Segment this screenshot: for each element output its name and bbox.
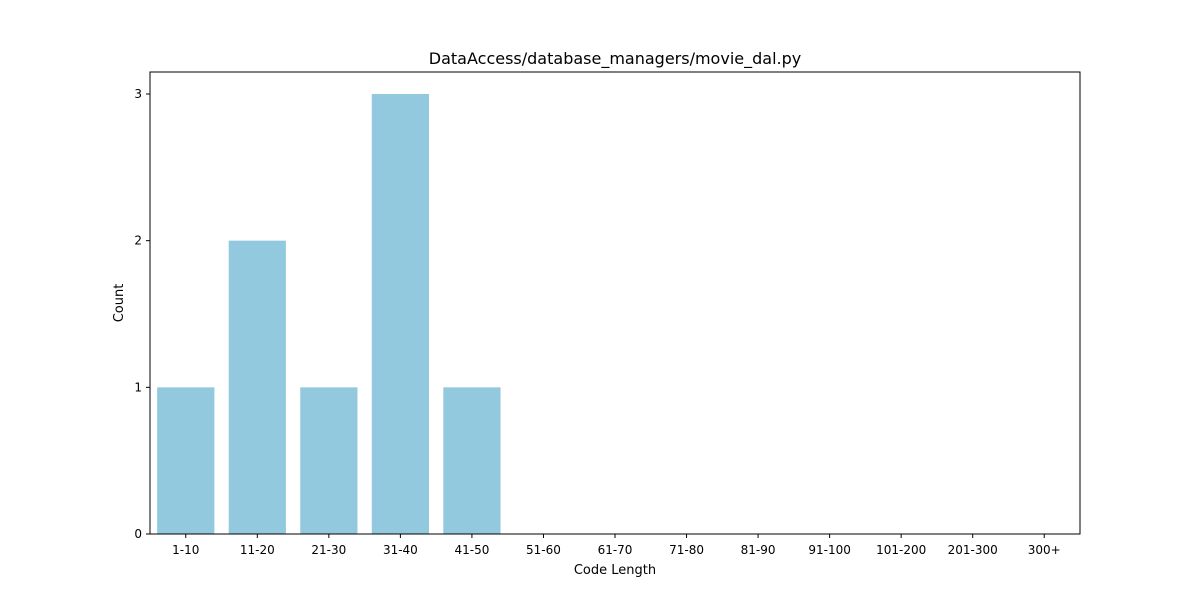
- x-tick-label: 101-200: [876, 543, 926, 557]
- x-tick-label: 61-70: [598, 543, 633, 557]
- x-tick-label: 51-60: [526, 543, 561, 557]
- plot-frame: [149, 71, 1081, 535]
- y-tick-label: 0: [134, 527, 142, 541]
- x-tick-label: 31-40: [383, 543, 418, 557]
- bar-41-50: [443, 387, 501, 534]
- x-tick-label: 41-50: [454, 543, 489, 557]
- bar-1-10: [157, 387, 215, 534]
- x-tick-label: 21-30: [311, 543, 346, 557]
- y-tick-label: 3: [134, 87, 142, 101]
- x-tick-label: 71-80: [669, 543, 704, 557]
- ticks-layer: 1-10 11-20 21-30 31-40 41-50 51-60 61-70 71-80 8…: [134, 87, 1060, 557]
- x-tick-label: 91-100: [808, 543, 851, 557]
- x-tick-label: 201-300: [948, 543, 998, 557]
- x-axis-label: Code Length: [574, 563, 656, 578]
- x-tick-label: 300+: [1028, 543, 1061, 557]
- y-tick-label: 1: [134, 380, 142, 394]
- bar-11-20: [228, 240, 286, 534]
- x-tick-label: 11-20: [240, 543, 275, 557]
- y-tick-label: 2: [134, 234, 142, 248]
- bar-31-40: [371, 94, 429, 534]
- y-axis-label: Count: [112, 284, 127, 323]
- x-tick-label: 81-90: [741, 543, 776, 557]
- x-tick-label: 1-10: [172, 543, 199, 557]
- bar-21-30: [300, 387, 358, 534]
- bars-layer: [157, 94, 501, 534]
- chart-title: DataAccess/database_managers/movie_dal.p…: [429, 49, 801, 69]
